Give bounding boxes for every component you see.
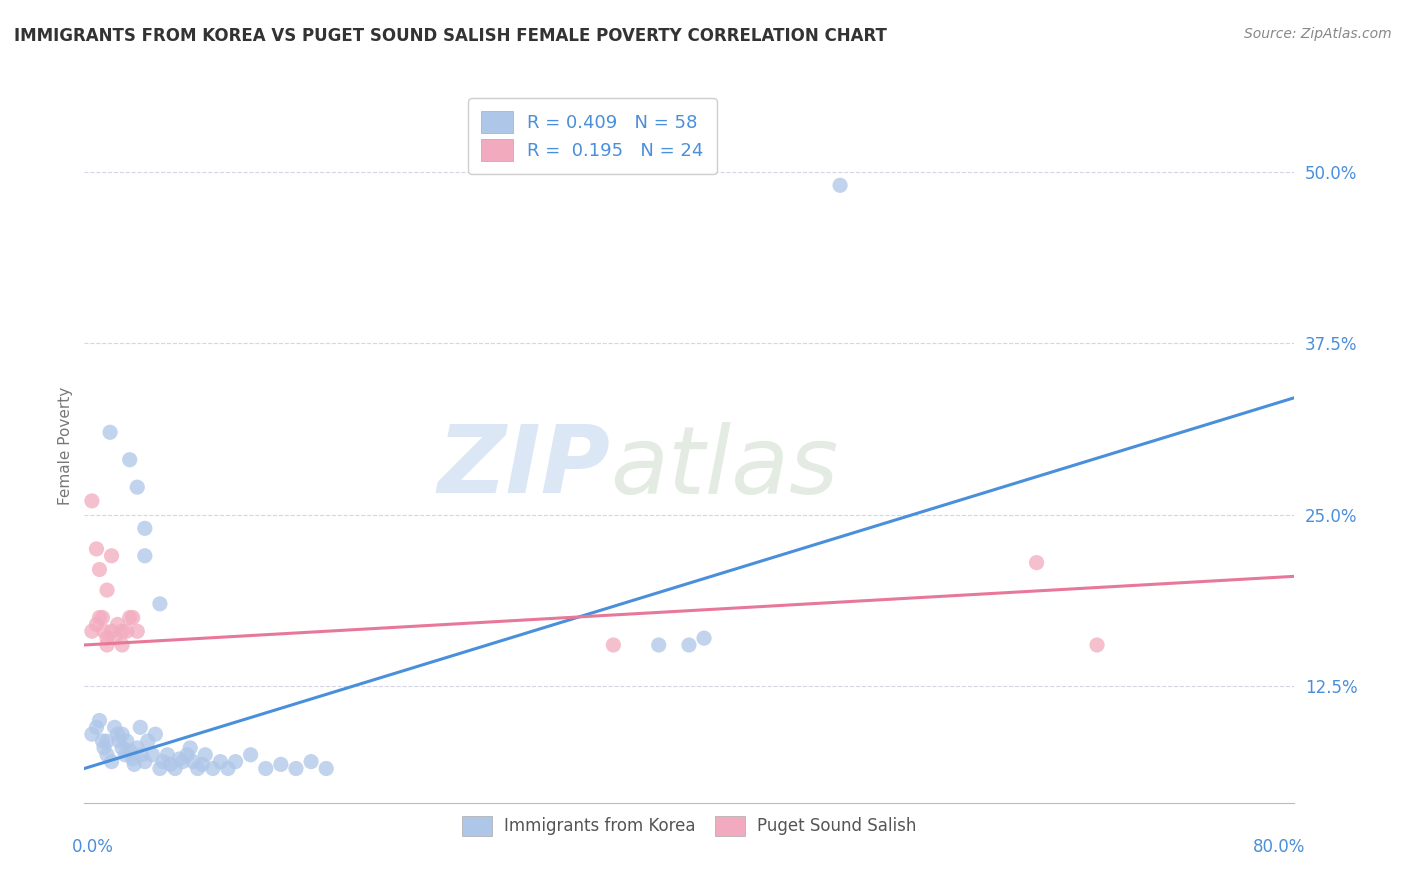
- Point: [111, 727, 134, 741]
- Text: 80.0%: 80.0%: [1253, 838, 1306, 856]
- Text: atlas: atlas: [610, 422, 838, 513]
- Text: Source: ZipAtlas.com: Source: ZipAtlas.com: [1244, 27, 1392, 41]
- Point: [104, 720, 127, 734]
- Point: [194, 747, 217, 762]
- Point: [179, 740, 201, 755]
- Point: [111, 624, 134, 639]
- Point: [1085, 638, 1108, 652]
- Point: [187, 762, 209, 776]
- Point: [98, 425, 121, 440]
- Point: [118, 452, 141, 467]
- Point: [89, 714, 111, 728]
- Y-axis label: Female Poverty: Female Poverty: [58, 387, 73, 505]
- Point: [152, 755, 174, 769]
- Point: [114, 747, 136, 762]
- Point: [131, 747, 153, 762]
- Point: [141, 747, 163, 762]
- Point: [209, 755, 232, 769]
- Point: [315, 762, 337, 776]
- Point: [121, 752, 143, 766]
- Point: [96, 638, 118, 652]
- Point: [181, 755, 204, 769]
- Point: [693, 631, 716, 645]
- Point: [91, 610, 114, 624]
- Point: [86, 617, 108, 632]
- Point: [149, 597, 172, 611]
- Point: [165, 762, 187, 776]
- Point: [96, 583, 118, 598]
- Point: [115, 734, 138, 748]
- Point: [225, 755, 247, 769]
- Legend: Immigrants from Korea, Puget Sound Salish: Immigrants from Korea, Puget Sound Salis…: [454, 807, 924, 845]
- Point: [111, 638, 134, 652]
- Point: [201, 762, 224, 776]
- Point: [107, 727, 129, 741]
- Point: [156, 747, 179, 762]
- Point: [145, 727, 167, 741]
- Text: 0.0%: 0.0%: [72, 838, 114, 856]
- Point: [134, 521, 156, 535]
- Point: [111, 740, 134, 755]
- Point: [96, 734, 118, 748]
- Point: [1025, 556, 1047, 570]
- Point: [136, 734, 159, 748]
- Point: [134, 755, 156, 769]
- Point: [80, 494, 103, 508]
- Point: [270, 757, 292, 772]
- Point: [96, 631, 118, 645]
- Point: [254, 762, 277, 776]
- Point: [107, 617, 129, 632]
- Point: [115, 624, 138, 639]
- Text: ZIP: ZIP: [437, 421, 610, 514]
- Point: [86, 541, 108, 556]
- Point: [134, 549, 156, 563]
- Point: [830, 178, 852, 193]
- Point: [602, 638, 624, 652]
- Point: [122, 757, 145, 772]
- Point: [127, 624, 149, 639]
- Point: [648, 638, 671, 652]
- Point: [118, 610, 141, 624]
- Point: [100, 755, 122, 769]
- Point: [93, 740, 115, 755]
- Point: [100, 549, 122, 563]
- Point: [299, 755, 322, 769]
- Point: [80, 727, 103, 741]
- Point: [121, 610, 143, 624]
- Point: [239, 747, 262, 762]
- Point: [118, 744, 141, 758]
- Point: [169, 752, 191, 766]
- Point: [89, 610, 111, 624]
- Point: [108, 734, 131, 748]
- Point: [80, 624, 103, 639]
- Point: [127, 740, 149, 755]
- Point: [285, 762, 308, 776]
- Point: [191, 757, 214, 772]
- Point: [678, 638, 700, 652]
- Point: [89, 562, 111, 576]
- Point: [176, 747, 198, 762]
- Point: [159, 757, 181, 772]
- Point: [129, 720, 152, 734]
- Point: [100, 624, 122, 639]
- Point: [149, 762, 172, 776]
- Point: [217, 762, 239, 776]
- Point: [91, 734, 114, 748]
- Point: [93, 624, 115, 639]
- Text: IMMIGRANTS FROM KOREA VS PUGET SOUND SALISH FEMALE POVERTY CORRELATION CHART: IMMIGRANTS FROM KOREA VS PUGET SOUND SAL…: [14, 27, 887, 45]
- Point: [86, 720, 108, 734]
- Point: [104, 631, 127, 645]
- Point: [172, 755, 194, 769]
- Point: [96, 747, 118, 762]
- Point: [127, 480, 149, 494]
